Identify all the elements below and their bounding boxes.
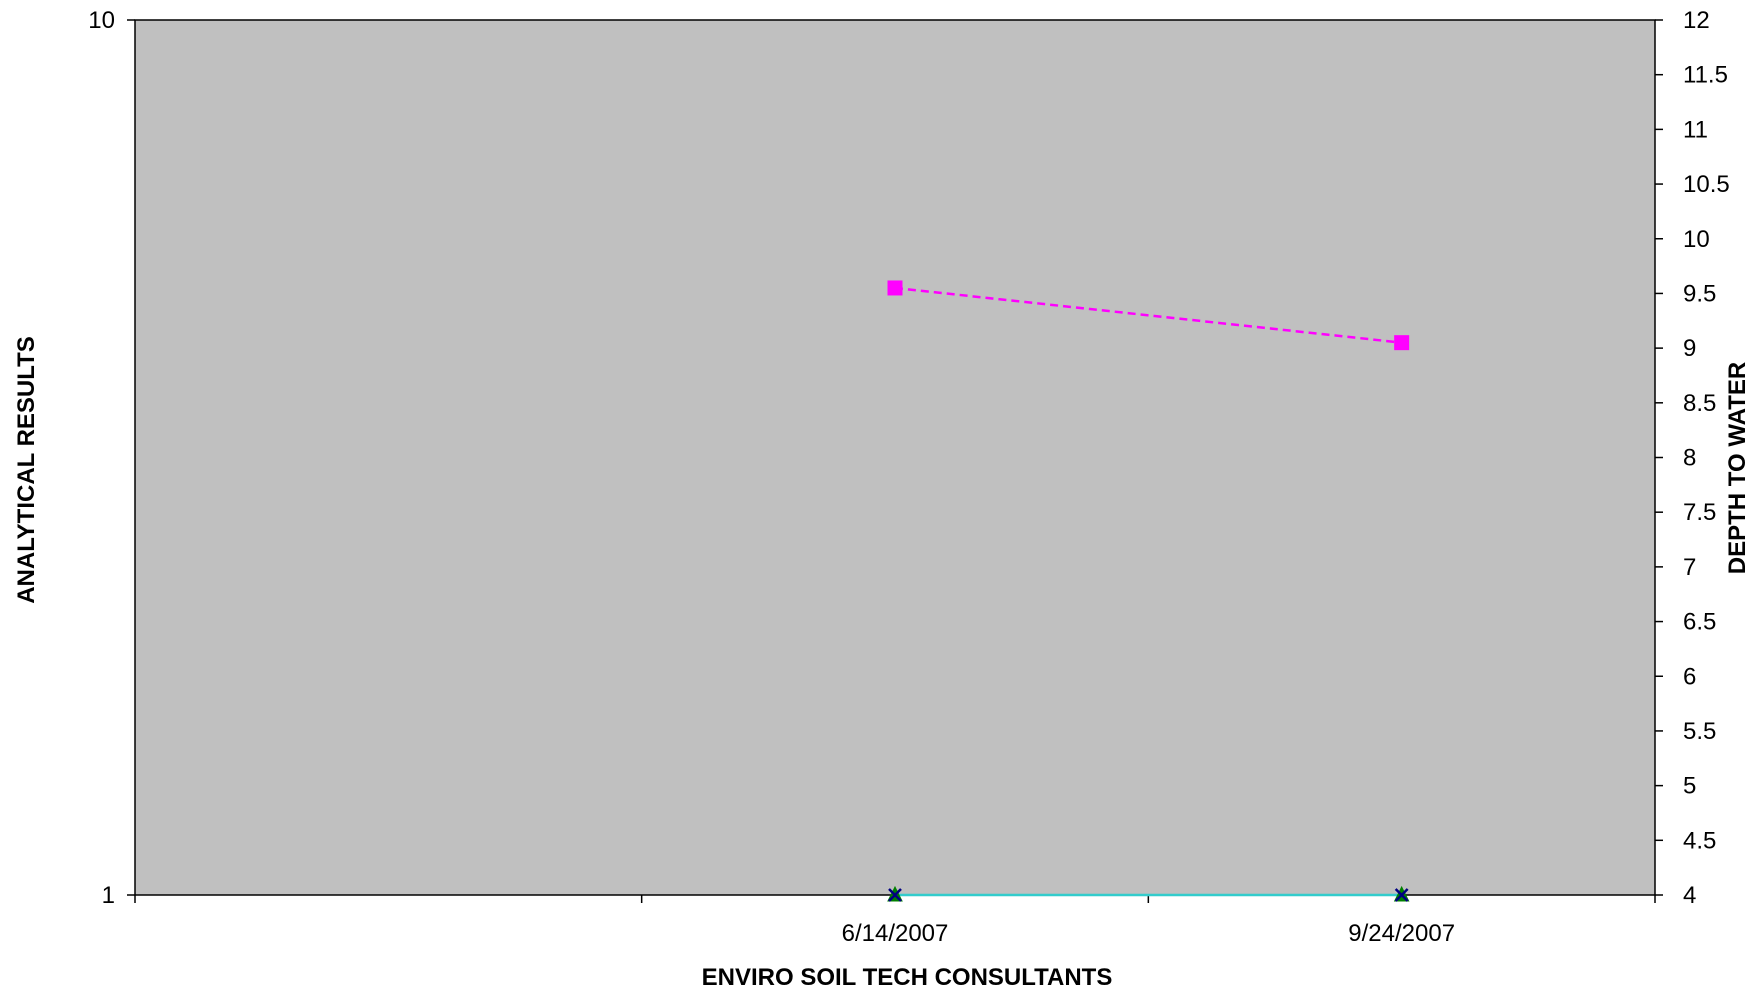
y-right-tick-label: 8 <box>1683 445 1696 472</box>
y-right-tick-label: 9 <box>1683 335 1696 362</box>
y-left-tick-label: 1 <box>102 882 115 909</box>
x-tick-label: 6/14/2007 <box>842 920 949 947</box>
x-axis-title: ENVIRO SOIL TECH CONSULTANTS <box>702 964 1113 988</box>
x-tick-label: 9/24/2007 <box>1348 920 1455 947</box>
y-right-tick-label: 8.5 <box>1683 390 1716 417</box>
y2-axis-title: DEPTH TO WATER <box>1724 362 1751 574</box>
y-axis-title: ANALYTICAL RESULTS <box>13 336 40 604</box>
series-line <box>894 286 1402 344</box>
data-point <box>1394 888 1409 902</box>
y-right-tick-label: 12 <box>1683 7 1710 34</box>
y-right-tick-label: 6.5 <box>1683 609 1716 636</box>
data-point <box>887 280 903 296</box>
y-right-tick-label: 11 <box>1683 116 1708 143</box>
y-right-tick-label: 4 <box>1683 882 1696 909</box>
y-right-tick-label: 7 <box>1683 554 1696 581</box>
y-right-tick-label: 5.5 <box>1683 718 1716 745</box>
data-point <box>888 888 902 902</box>
y-right-tick-label: 6 <box>1683 663 1696 690</box>
y-left-tick-label: 10 <box>88 7 115 34</box>
y-right-tick-label: 4.5 <box>1683 827 1716 854</box>
y-right-tick-label: 5 <box>1683 773 1696 800</box>
y-right-tick-label: 7.5 <box>1683 499 1716 526</box>
y-right-tick-label: 10.5 <box>1683 171 1730 198</box>
y-right-tick-label: 9.5 <box>1683 280 1716 307</box>
y-right-tick-label: 11.5 <box>1683 62 1728 89</box>
data-point <box>1394 335 1410 351</box>
x-axis: 6/14/2007 9/24/2007 <box>134 895 1656 947</box>
left-axis: 1 10 <box>88 7 135 909</box>
series-layer <box>887 280 1410 902</box>
y-right-tick-label: 10 <box>1683 226 1710 253</box>
right-axis: 4 4.5 5 5.5 6 6.5 7 7.5 8 8.5 9 9.5 10 10.5 11 11.5 12 <box>1655 7 1730 909</box>
plot-area <box>134 19 1656 896</box>
